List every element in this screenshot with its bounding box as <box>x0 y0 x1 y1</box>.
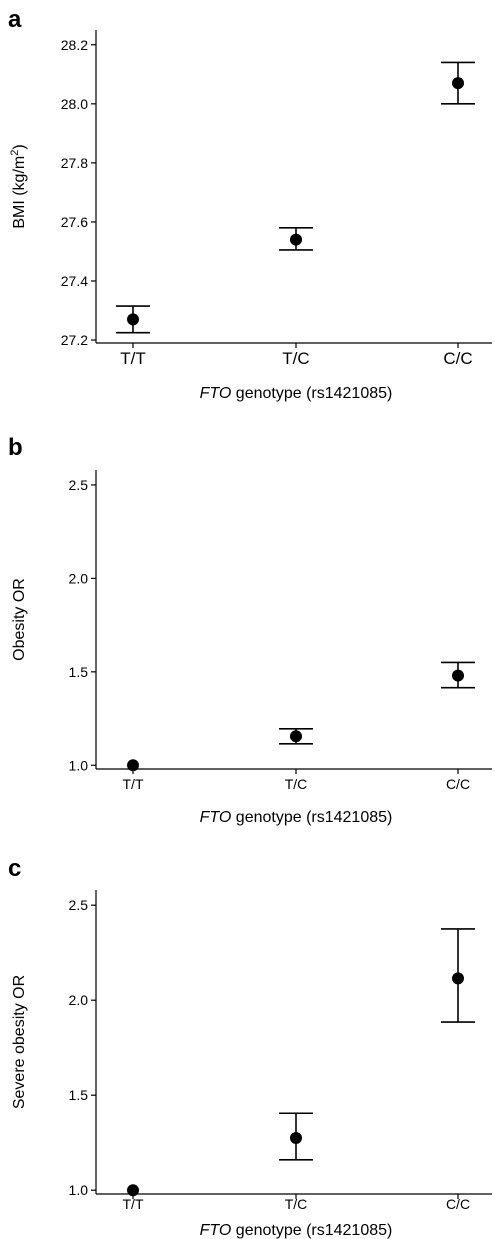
y-axis-title: Severe obesity OR <box>11 975 28 1109</box>
y-tick-label: 28.0 <box>61 96 88 112</box>
data-point-C-C <box>452 972 464 985</box>
panel-a: a 27.2 27.4 27.6 27.8 28.0 28.2 T/T T/C C/C BMI (k… <box>8 6 492 402</box>
x-tick-label: C/C <box>446 776 470 792</box>
x-axis-title-gene: FTO <box>200 1222 232 1239</box>
y-axis-title-main: BMI (kg/m <box>11 156 28 229</box>
x-tick-label: C/C <box>443 349 472 368</box>
y-tick-label: 1.0 <box>69 1182 89 1198</box>
y-axis-title-main: Obesity OR <box>11 578 28 661</box>
y-tick-label: 2.5 <box>69 477 89 493</box>
panel-letter: c <box>8 855 21 882</box>
x-axis-title: FTO genotype (rs1421085) <box>200 385 393 402</box>
y-tick-label: 1.5 <box>69 664 89 680</box>
y-tick-label: 1.0 <box>69 757 89 773</box>
x-axis-title: FTO genotype (rs1421085) <box>200 809 393 826</box>
panel-letter: b <box>8 434 23 461</box>
data-point-T-C <box>290 1131 302 1144</box>
x-axis-title-gene: FTO <box>200 385 232 402</box>
y-tick-label: 27.2 <box>61 332 88 348</box>
y-tick-label: 2.0 <box>69 992 89 1008</box>
y-tick-label: 2.0 <box>69 570 89 586</box>
x-axis-title: FTO genotype (rs1421085) <box>200 1222 393 1239</box>
y-tick-label: 2.5 <box>69 897 89 913</box>
x-axis-title-rest: genotype (rs1421085) <box>231 809 392 826</box>
data-point-T-T <box>127 1184 139 1197</box>
y-tick-label: 27.8 <box>61 155 88 171</box>
y-axis-title-end: ) <box>11 144 28 149</box>
panel-c: c 1.0 1.5 2.0 2.5 T/T T/C C/C Severe obesity OR F… <box>8 855 492 1239</box>
data-point-T-C <box>290 730 302 743</box>
y-axis-title: BMI (kg/m2) <box>9 144 28 228</box>
y-tick-label: 28.2 <box>61 37 88 53</box>
y-tick-label: 27.6 <box>61 214 88 230</box>
x-tick-label: T/T <box>123 776 144 792</box>
data-point-T-T <box>127 313 139 326</box>
y-tick-label: 1.5 <box>69 1087 89 1103</box>
x-tick-label: T/T <box>123 1196 144 1212</box>
data-point-T-T <box>127 759 139 772</box>
x-tick-label: T/C <box>285 1196 308 1212</box>
panel-letter: a <box>8 6 22 33</box>
x-axis-title-gene: FTO <box>200 809 232 826</box>
data-point-C-C <box>452 669 464 682</box>
data-point-T-C <box>290 233 302 246</box>
x-tick-label: T/C <box>282 349 309 368</box>
x-tick-label: T/C <box>285 776 308 792</box>
y-tick-label: 27.4 <box>61 273 88 289</box>
y-axis-title-main: Severe obesity OR <box>11 975 28 1109</box>
x-axis-title-rest: genotype (rs1421085) <box>231 1222 392 1239</box>
data-point-C-C <box>452 77 464 90</box>
x-tick-label: T/T <box>120 349 146 368</box>
x-tick-label: C/C <box>446 1196 470 1212</box>
panel-b: b 1.0 1.5 2.0 2.5 T/T T/C C/C Obesity OR FTO geno… <box>8 434 492 826</box>
x-axis-title-rest: genotype (rs1421085) <box>231 385 392 402</box>
y-axis-title-superscript: 2 <box>9 150 21 156</box>
y-axis-title: Obesity OR <box>11 578 28 661</box>
